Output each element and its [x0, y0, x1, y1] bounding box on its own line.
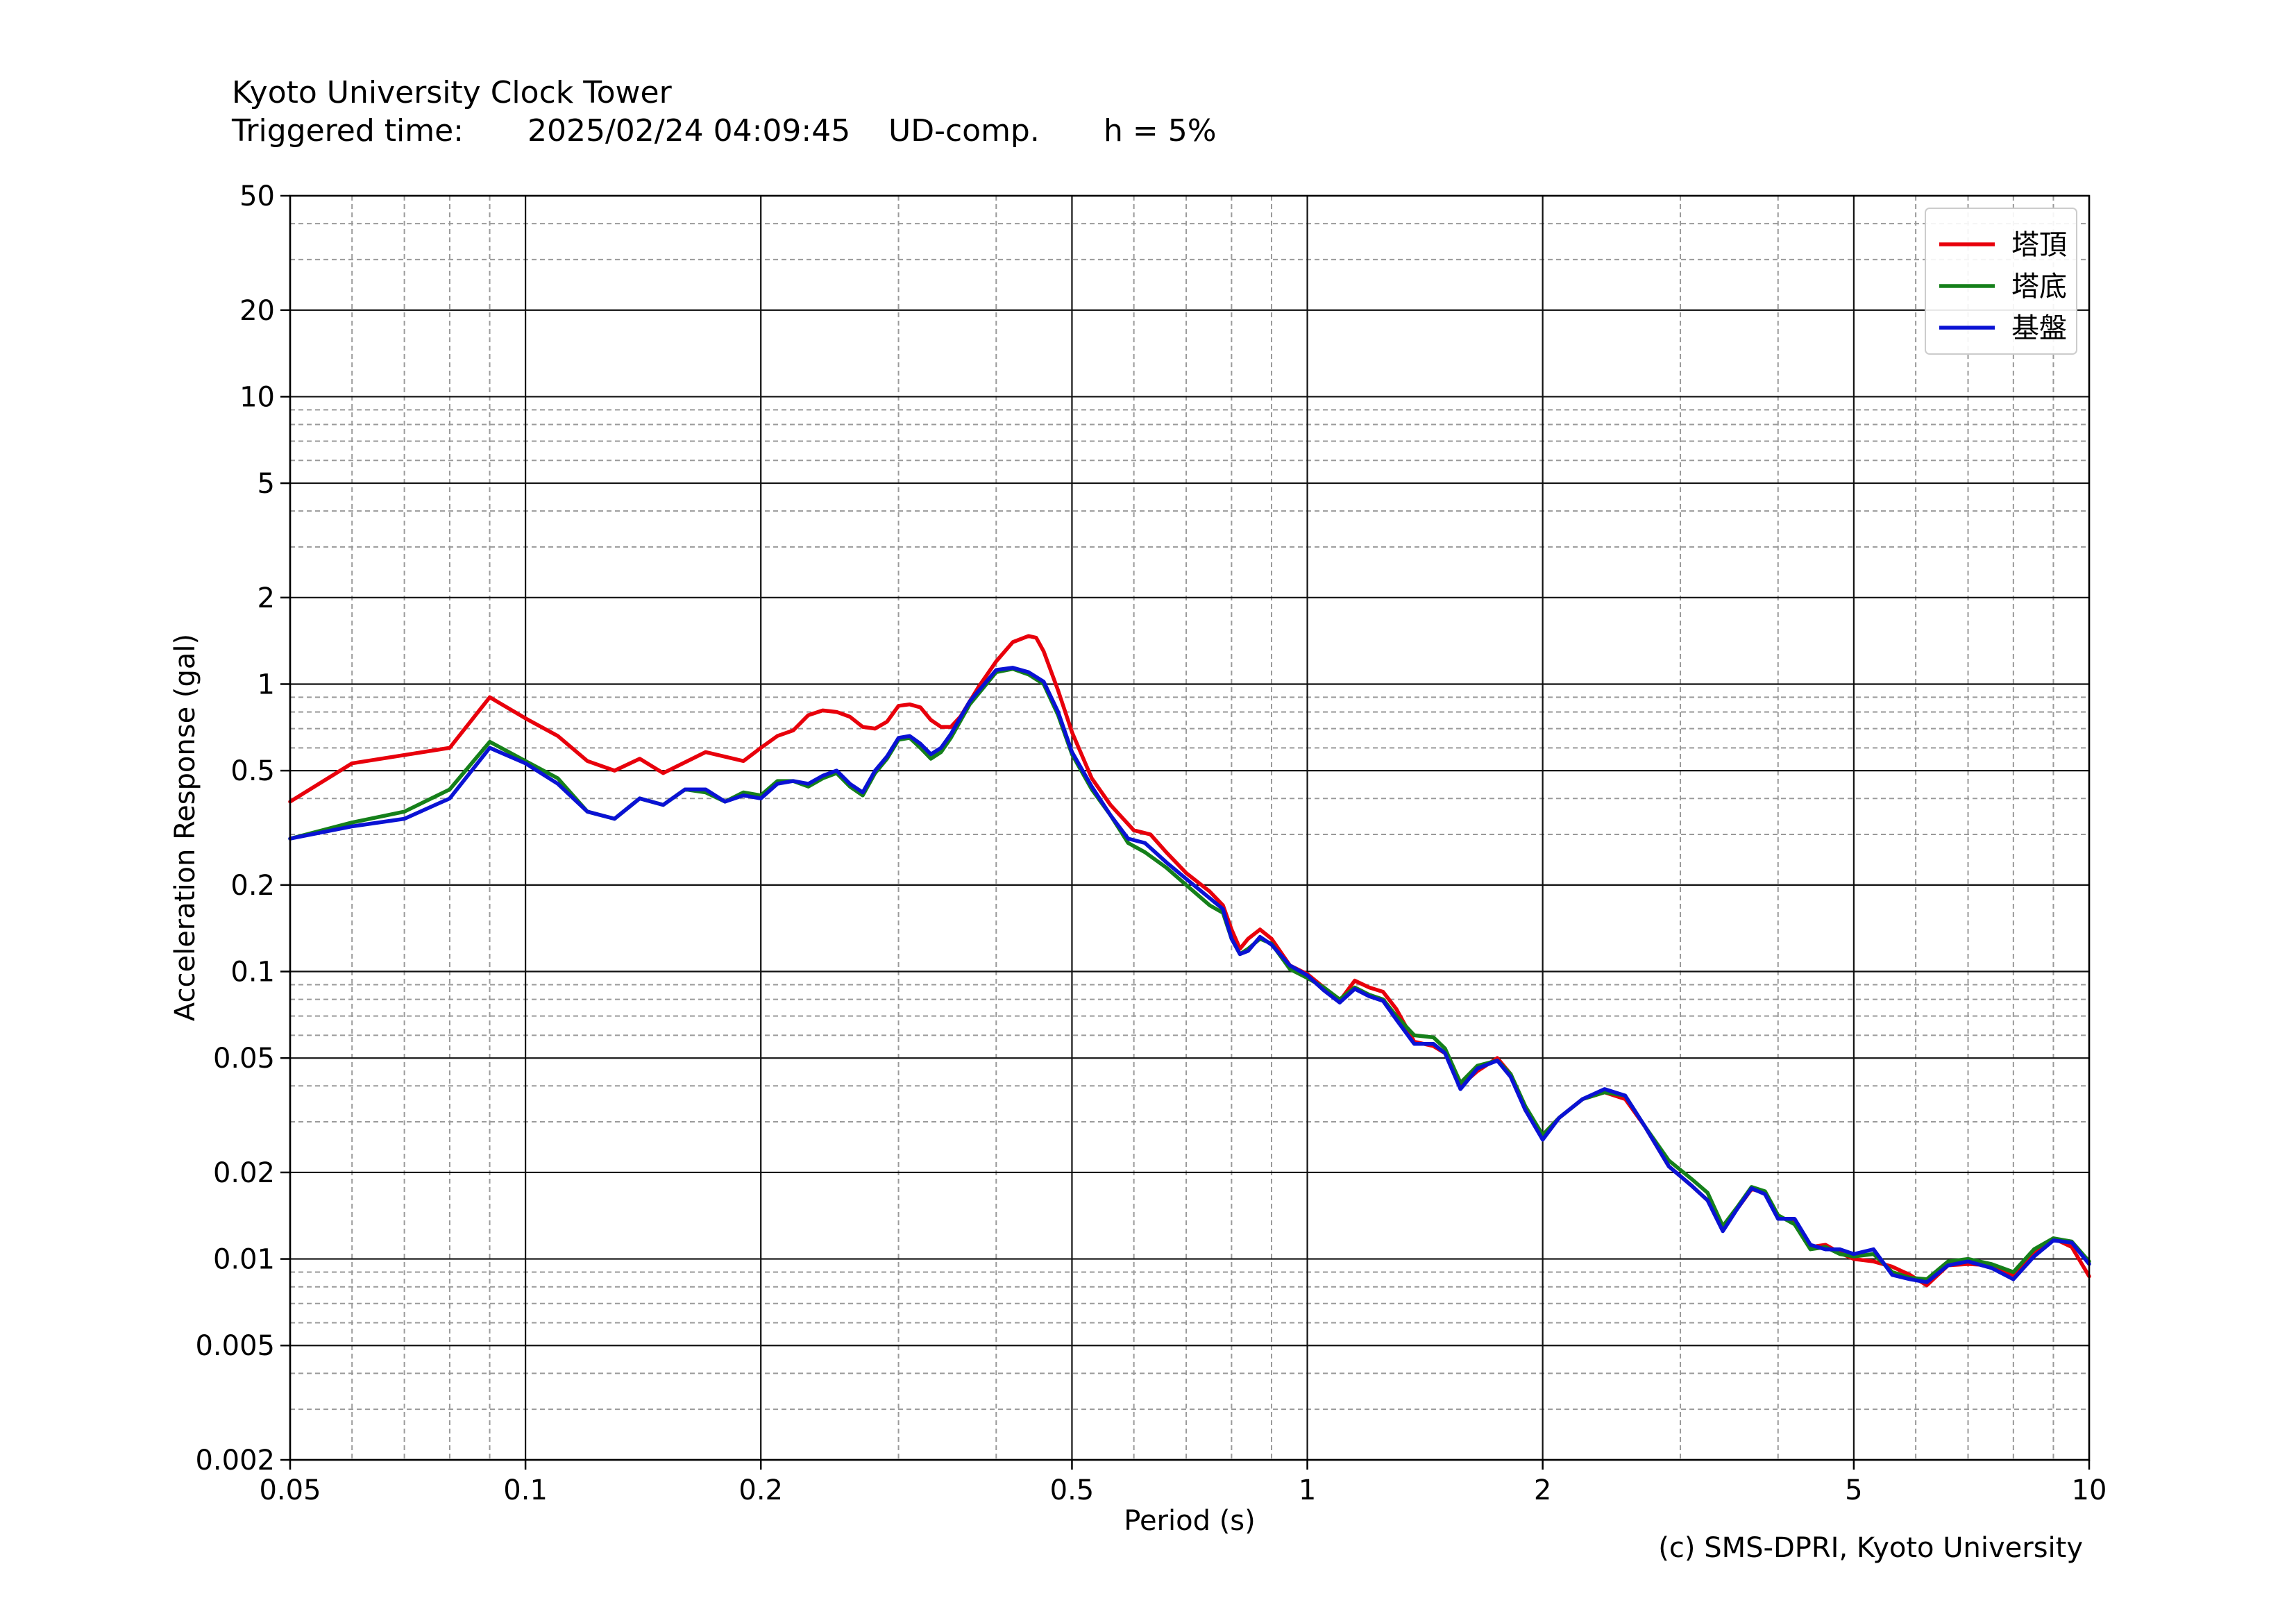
copyright-notice: (c) SMS-DPRI, Kyoto University — [1658, 1532, 2083, 1564]
legend-label: 基盤 — [2011, 312, 2067, 344]
x-tick-label: 0.05 — [259, 1474, 321, 1506]
y-tick-label: 0.02 — [213, 1157, 275, 1189]
y-tick-label: 0.2 — [230, 870, 275, 902]
x-tick-label: 0.1 — [503, 1474, 548, 1506]
x-axis-ticks: 0.05 0.1 0.2 0.5 1 2 5 10 — [259, 1460, 2107, 1506]
y-tick-label: 2 — [258, 582, 275, 614]
y-axis-label: Acceleration Response (gal) — [169, 634, 201, 1021]
series-line — [288, 666, 2091, 1281]
damping-label: h = 5% — [1104, 113, 1217, 149]
y-tick-label: 0.1 — [230, 957, 275, 989]
x-tick-label: 0.2 — [738, 1474, 783, 1506]
series-line — [288, 634, 2091, 1288]
y-axis-ticks: 0.002 0.005 0.01 0.02 0.05 0.1 0.2 0.5 1 2 5 10 20 50 — [195, 180, 290, 1477]
x-tick-label: 2 — [1534, 1474, 1551, 1506]
x-tick-label: 10 — [2072, 1474, 2107, 1506]
chart-title: Kyoto University Clock Tower — [232, 75, 672, 110]
x-tick-label: 0.5 — [1050, 1474, 1095, 1506]
minor-grid — [290, 196, 2089, 1460]
major-grid — [289, 194, 2091, 1461]
x-tick-label: 5 — [1845, 1474, 1862, 1506]
series-line — [288, 666, 2091, 1284]
y-tick-label: 0.005 — [195, 1330, 275, 1362]
y-tick-label: 10 — [239, 381, 275, 413]
y-tick-label: 0.05 — [213, 1043, 275, 1075]
chart-subtitle: Triggered time: 2025/02/24 04:09:45 UD-c… — [232, 113, 1217, 290]
series-layer — [288, 634, 2091, 1288]
y-tick-label: 0.002 — [195, 1445, 275, 1477]
x-tick-label: 1 — [1299, 1474, 1316, 1506]
triggered-label: Triggered time: — [232, 113, 464, 149]
y-tick-label: 1 — [258, 668, 275, 700]
y-tick-label: 50 — [239, 180, 275, 212]
legend-label: 塔底 — [2011, 271, 2067, 303]
triggered-time: 2025/02/24 04:09:45 — [527, 113, 851, 149]
y-tick-label: 0.01 — [213, 1244, 275, 1276]
component-label: UD-comp. — [888, 113, 1040, 149]
plot-frame — [289, 194, 2091, 1461]
y-tick-label: 20 — [239, 295, 275, 327]
y-tick-label: 0.5 — [230, 755, 275, 787]
y-tick-label: 5 — [258, 468, 275, 500]
x-axis-label: Period (s) — [1124, 1505, 1256, 1537]
legend-label: 塔頂 — [2011, 229, 2067, 261]
